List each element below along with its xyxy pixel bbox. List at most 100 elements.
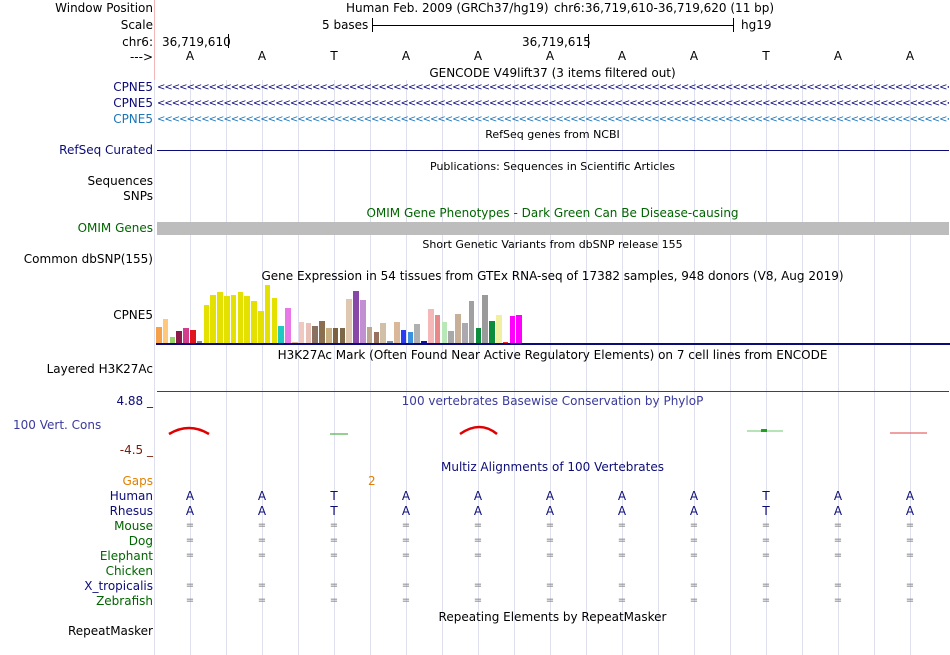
gtex-bar[interactable] (183, 328, 189, 343)
gtex-bar[interactable] (312, 326, 318, 343)
gtex-bar[interactable] (190, 330, 196, 343)
gtex-bar[interactable] (414, 324, 420, 343)
refseq-title[interactable]: RefSeq genes from NCBI (485, 128, 620, 141)
gtex-bar[interactable] (373, 332, 380, 343)
gtex-bar[interactable] (258, 311, 264, 343)
h3k27ac-label[interactable]: Layered H3K27Ac (46, 362, 153, 376)
gtex-bar[interactable] (326, 328, 332, 343)
gtex-bar[interactable] (475, 328, 482, 343)
alignment-match: = (401, 535, 411, 546)
gtex-bar[interactable] (203, 305, 210, 343)
h3k27ac-title[interactable]: H3K27Ac Mark (Often Found Near Active Re… (277, 348, 828, 362)
gtex-bar[interactable] (346, 299, 352, 343)
alignment-match: = (761, 535, 771, 546)
gtex-bar[interactable] (251, 301, 257, 343)
species-label[interactable]: Rhesus (109, 504, 153, 518)
gtex-bar[interactable] (394, 322, 400, 343)
gtex-bar[interactable] (162, 319, 169, 343)
phylop-title[interactable]: 100 vertebrates Basewise Conservation by… (401, 394, 704, 408)
gencode-item-label[interactable]: CPNE5 (113, 80, 153, 94)
refseq-label[interactable]: RefSeq Curated (59, 143, 153, 157)
species-label[interactable]: Dog (128, 534, 153, 548)
species-label[interactable]: Human (109, 489, 153, 503)
gtex-bar[interactable] (285, 308, 291, 343)
guide-line (730, 80, 731, 655)
gtex-bar[interactable] (292, 342, 298, 343)
gtex-bar[interactable] (244, 296, 250, 343)
phylop-peak-3 (459, 425, 498, 436)
gtex-bar[interactable] (305, 323, 312, 343)
gtex-bar[interactable] (387, 341, 393, 343)
omim-label[interactable]: OMIM Genes (77, 221, 153, 235)
gencode-title[interactable]: GENCODE V49lift37 (3 items filtered out) (429, 66, 676, 80)
publications-title[interactable]: Publications: Sequences in Scientific Ar… (430, 160, 675, 173)
species-label[interactable]: X_tropicalis (84, 579, 153, 593)
gtex-bar[interactable] (210, 295, 216, 343)
gtex-bar[interactable] (196, 341, 203, 343)
gtex-bar[interactable] (407, 332, 414, 343)
alignment-match: = (401, 580, 411, 591)
gtex-bar[interactable] (224, 296, 230, 343)
gtex-bar[interactable] (468, 301, 475, 343)
gtex-bar[interactable] (298, 322, 305, 343)
gtex-bar[interactable] (380, 323, 386, 343)
dbsnp-label[interactable]: Common dbSNP(155) (23, 252, 153, 266)
species-label[interactable]: Mouse (114, 519, 153, 533)
snps-label[interactable]: SNPs (123, 189, 153, 203)
gtex-bar[interactable] (400, 330, 407, 343)
gtex-bar[interactable] (441, 322, 448, 343)
gencode-item-label[interactable]: CPNE5 (113, 112, 153, 126)
gencode-item-line[interactable]: <<<<<<<<<<<<<<<<<<<<<<<<<<<<<<<<<<<<<<<<… (157, 99, 949, 109)
repeatmasker-title[interactable]: Repeating Elements by RepeatMasker (438, 610, 667, 624)
gtex-bar[interactable] (353, 291, 359, 343)
alignment-match: = (329, 535, 339, 546)
gtex-bar[interactable] (434, 315, 441, 343)
gtex-bar[interactable] (339, 328, 346, 343)
omim-title[interactable]: OMIM Gene Phenotypes - Dark Green Can Be… (366, 206, 739, 220)
gtex-bar[interactable] (319, 321, 325, 343)
gtex-bar[interactable] (156, 327, 162, 343)
gtex-bar[interactable] (176, 331, 182, 343)
gtex-bar[interactable] (169, 337, 176, 343)
guide-line (262, 80, 263, 655)
phylop-label[interactable]: 100 Vert. Cons (13, 418, 102, 432)
gtex-bar[interactable] (448, 331, 454, 343)
gtex-title[interactable]: Gene Expression in 54 tissues from GTEx … (261, 269, 844, 283)
species-label[interactable]: Chicken (105, 564, 153, 578)
gtex-bar[interactable] (366, 327, 373, 343)
species-label[interactable]: Elephant (99, 549, 153, 563)
gtex-bar[interactable] (496, 315, 502, 343)
gtex-bar[interactable] (278, 326, 284, 343)
gtex-bar[interactable] (332, 328, 339, 343)
gencode-item-line[interactable]: <<<<<<<<<<<<<<<<<<<<<<<<<<<<<<<<<<<<<<<<… (157, 83, 949, 93)
gtex-bar[interactable] (462, 323, 468, 343)
refseq-gene-line[interactable] (157, 150, 949, 151)
repeatmasker-label[interactable]: RepeatMasker (67, 624, 153, 638)
gencode-item-line[interactable]: <<<<<<<<<<<<<<<<<<<<<<<<<<<<<<<<<<<<<<<<… (157, 115, 949, 125)
gtex-bar[interactable] (482, 295, 488, 343)
gtex-bar[interactable] (264, 285, 271, 343)
gtex-bar[interactable] (502, 342, 509, 343)
gtex-bar[interactable] (230, 295, 237, 343)
gtex-bar[interactable] (516, 315, 522, 343)
species-label[interactable]: Zebrafish (96, 594, 153, 608)
gencode-item-label[interactable]: CPNE5 (113, 96, 153, 110)
phylop-graph[interactable] (155, 420, 950, 440)
gtex-bar[interactable] (271, 298, 278, 343)
gtex-bar[interactable] (428, 309, 434, 343)
dbsnp-title[interactable]: Short Genetic Variants from dbSNP releas… (422, 238, 683, 251)
gtex-bar[interactable] (217, 292, 223, 343)
gtex-bar[interactable] (237, 292, 244, 343)
gtex-bar[interactable] (455, 314, 461, 343)
gtex-bar[interactable] (509, 316, 516, 343)
gtex-label[interactable]: CPNE5 (113, 308, 153, 322)
multiz-title[interactable]: Multiz Alignments of 100 Vertebrates (440, 460, 665, 474)
gtex-bar[interactable] (489, 321, 495, 343)
gtex-bar-chart[interactable] (156, 283, 950, 343)
gtex-bar[interactable] (421, 341, 427, 343)
gtex-bar[interactable] (360, 300, 366, 343)
sequence-base: A (257, 49, 267, 63)
gaps-label[interactable]: Gaps (122, 474, 153, 488)
omim-gene-bar[interactable] (157, 222, 949, 235)
sequences-label[interactable]: Sequences (87, 174, 153, 188)
